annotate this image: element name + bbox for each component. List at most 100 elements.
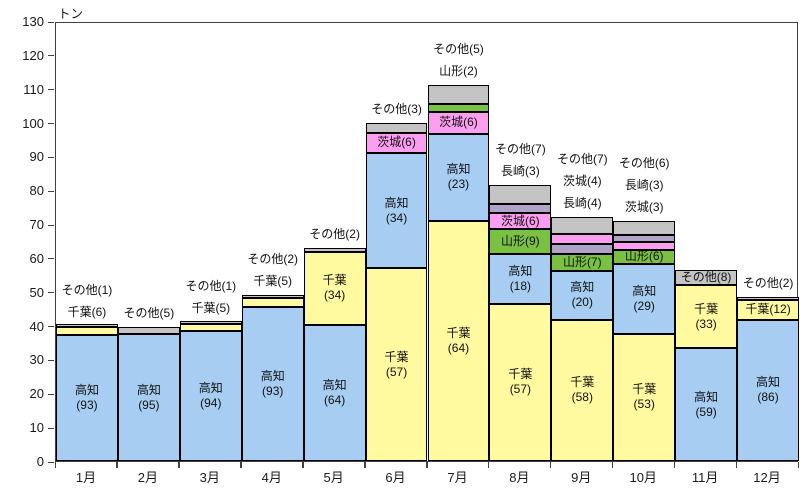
- y-tick-mark: [48, 292, 54, 294]
- bar-labels-above: その他(1) 千葉(5): [185, 275, 236, 319]
- bar-segment-千葉: 千葉 (33): [675, 285, 738, 349]
- bar-above-label: 茨城(4): [562, 174, 602, 189]
- x-tick-mark: [797, 462, 799, 468]
- bar-segment-その他: [241, 295, 304, 299]
- y-tick-mark: [48, 21, 54, 23]
- bar-segment-高知: 高知 (34): [365, 153, 428, 269]
- bar-segment-高知: 高知 (23): [427, 134, 490, 221]
- segment-label-inline: 山形(6): [624, 249, 664, 264]
- segment-label-value: (34): [385, 210, 408, 225]
- y-tick-label: 0: [36, 454, 44, 469]
- bar-segment-その他: [56, 324, 118, 327]
- bar-segment-その他: [613, 220, 676, 236]
- bar-above-label: その他(6): [618, 155, 670, 170]
- segment-label-value: (86): [757, 390, 779, 405]
- x-tick-mark: [302, 462, 304, 468]
- x-tick-label-month: 2月: [137, 470, 158, 485]
- x-tick-label-month: 7月: [447, 470, 468, 485]
- segment-label-value: (58): [571, 390, 593, 405]
- bar-segment-山形: [427, 104, 490, 112]
- bar-above-label: 千葉(6): [67, 304, 107, 319]
- bar-segment-高知: 高知 (86): [737, 319, 799, 461]
- bar-segment-千葉: 千葉 (34): [303, 252, 366, 325]
- bar-labels-above: その他(5) 山形(2): [433, 38, 484, 82]
- bar-above-label: その他(2): [742, 275, 794, 290]
- bar-segment-長崎: [489, 204, 552, 213]
- segment-label-value: (57): [385, 364, 408, 379]
- y-tick-mark: [48, 461, 54, 463]
- bar-labels-above: その他(3): [371, 98, 422, 120]
- bar-segment-その他: [117, 327, 180, 334]
- segment-label-value: (20): [571, 295, 593, 310]
- x-tick-mark: [487, 462, 490, 468]
- bar-segment-長崎: [613, 235, 676, 243]
- y-tick-mark: [48, 123, 54, 125]
- bar-segment-その他: [737, 296, 799, 301]
- bar-above-label: 長崎(4): [562, 196, 602, 211]
- bar-above-label: 長崎(3): [624, 177, 664, 192]
- segment-label-region: 高知: [632, 283, 657, 298]
- bar-segment-千葉: 千葉 (57): [489, 303, 552, 461]
- y-tick-label: 120: [22, 47, 44, 63]
- bar-segment-山形: 山形(9): [489, 229, 552, 255]
- y-tick-label: 130: [22, 14, 44, 29]
- bar-segment-茨城: 茨城(6): [365, 132, 428, 153]
- y-axis-unit-label: トン: [58, 7, 84, 21]
- segment-label-region: 千葉: [446, 325, 471, 340]
- bar-segment-茨城: [613, 242, 676, 250]
- segment-label-value: (64): [447, 340, 470, 355]
- segment-label-value: (57): [509, 382, 532, 397]
- x-tick-mark: [116, 462, 118, 468]
- bar-segment-千葉: 千葉(12): [737, 300, 799, 320]
- bar-segment-その他: [365, 122, 428, 133]
- bar-segment-千葉: [241, 298, 304, 307]
- bar-segment-高知: 高知 (18): [489, 254, 552, 304]
- bar-segment-高知: 高知 (93): [56, 335, 118, 461]
- bar-labels-above: その他(7) 長崎(3): [495, 138, 546, 182]
- bar-above-label: その他(7): [556, 152, 608, 167]
- bar-above-label: その他(2): [309, 226, 360, 241]
- bar-segment-高知: 高知 (93): [241, 306, 304, 461]
- segment-label-region: 千葉: [632, 382, 657, 397]
- x-tick-mark: [611, 462, 614, 468]
- segment-label-region: 千葉: [570, 375, 595, 390]
- bar-segment-長崎: [551, 244, 614, 254]
- segment-label-inline: その他(8): [680, 269, 732, 284]
- y-tick-mark: [48, 156, 54, 158]
- x-tick-label-month: 10月: [629, 470, 657, 485]
- bar-segment-その他: [303, 247, 366, 253]
- bar-segment-高知: 高知 (29): [613, 263, 676, 334]
- bar-labels-layer: その他(1) 千葉(6) その他(5) その他(1) 千葉(5) その他(2) 千葉(5) そ…: [56, 23, 797, 461]
- segment-label-region: 高知: [260, 368, 285, 383]
- segment-label-value: (34): [323, 288, 346, 303]
- segment-label-region: 高知: [446, 162, 471, 177]
- bar-labels-above: その他(5): [124, 302, 175, 324]
- bar-segment-千葉: 千葉 (57): [365, 268, 428, 461]
- x-tick-label-month: 12月: [753, 470, 781, 485]
- segment-label-region: 高知: [74, 383, 99, 398]
- y-tick-mark: [48, 393, 54, 395]
- bar-above-label: 千葉(5): [191, 301, 231, 316]
- plot-area: 高知 (93) 高知 (95) 高知 (94) 高知 (93) 高知 (64) 千葉 (34) 千葉 (5…: [55, 22, 799, 462]
- bar-labels-above: その他(2): [309, 223, 360, 245]
- segment-label-value: (93): [262, 383, 284, 398]
- bar-segment-茨城: [551, 234, 614, 245]
- bar-labels-above: その他(2) 千葉(5): [247, 248, 298, 292]
- segment-label-region: 高知: [384, 195, 409, 210]
- bar-segment-高知: 高知 (95): [117, 334, 180, 461]
- y-tick-mark: [48, 258, 54, 260]
- y-tick-label: 80: [29, 183, 44, 199]
- bar-above-label: 山形(2): [439, 64, 478, 79]
- x-tick-label-month: 3月: [199, 470, 220, 485]
- segment-label-value: (93): [76, 398, 98, 413]
- x-tick-mark: [549, 462, 552, 468]
- y-tick-label: 100: [22, 115, 44, 131]
- bar-labels-above: その他(6) 長崎(3) 茨城(3): [619, 152, 670, 218]
- bar-segment-千葉: 千葉 (64): [427, 220, 490, 461]
- bar-segment-千葉: [179, 323, 242, 331]
- segment-label-inline: 茨城(6): [439, 115, 478, 130]
- segment-label-region: 高知: [322, 377, 347, 392]
- bar-segment-茨城: 茨城(6): [427, 111, 490, 135]
- segment-label-value: (29): [633, 298, 655, 313]
